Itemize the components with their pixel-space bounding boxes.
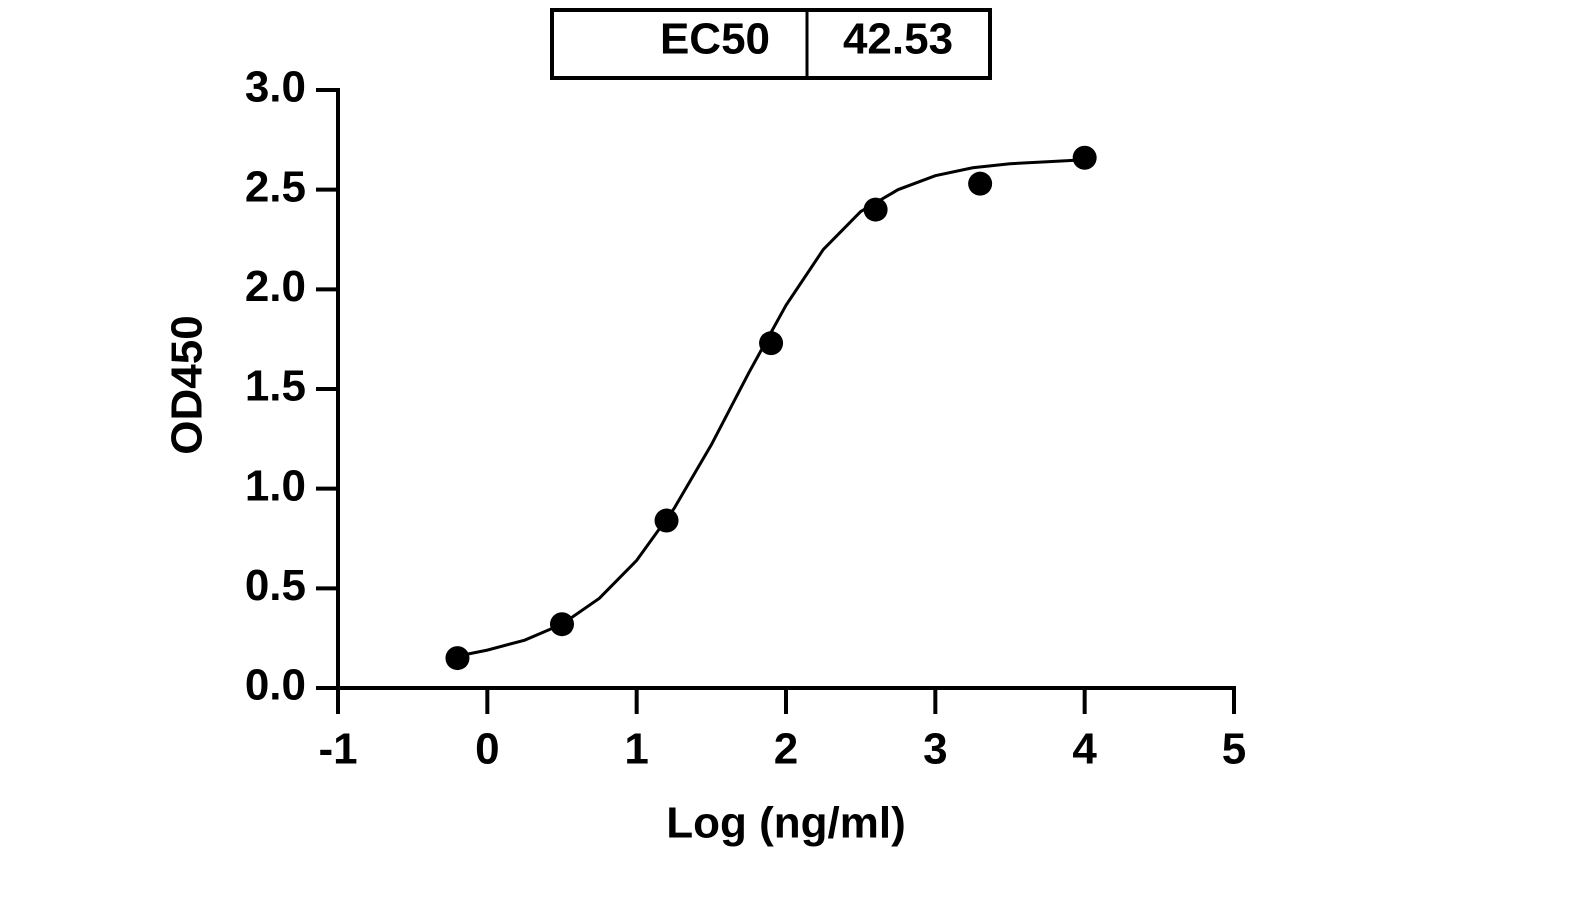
x-tick-label: 1	[624, 725, 648, 774]
data-point	[968, 171, 993, 196]
y-tick-label: 2.5	[245, 162, 306, 211]
x-tick-label: -1	[318, 725, 357, 774]
data-point	[445, 646, 470, 671]
data-point	[550, 612, 574, 637]
x-tick-label: 3	[923, 725, 947, 774]
y-tick-label: 0.0	[245, 661, 306, 710]
y-tick-label: 3.0	[245, 63, 306, 112]
x-tick-label: 5	[1222, 725, 1246, 774]
x-tick-label: 4	[1072, 725, 1097, 774]
ec50-header: EC50	[660, 15, 770, 64]
y-tick-label: 2.0	[245, 262, 306, 311]
data-point	[654, 508, 679, 533]
y-tick-label: 0.5	[245, 561, 306, 610]
ec50-box	[550, 8, 992, 80]
y-tick-label: 1.0	[245, 461, 306, 510]
x-tick-label: 2	[774, 725, 798, 774]
x-tick-label: 0	[475, 725, 499, 774]
y-tick-label: 1.5	[245, 362, 306, 411]
x-axis-label: Log (ng/ml)	[666, 799, 906, 848]
data-point	[759, 331, 784, 356]
fit-curve	[457, 158, 1085, 658]
data-point	[1072, 145, 1097, 170]
y-axis-label: OD450	[163, 315, 212, 454]
ec50-value: 42.53	[843, 15, 953, 64]
data-point	[863, 197, 888, 222]
